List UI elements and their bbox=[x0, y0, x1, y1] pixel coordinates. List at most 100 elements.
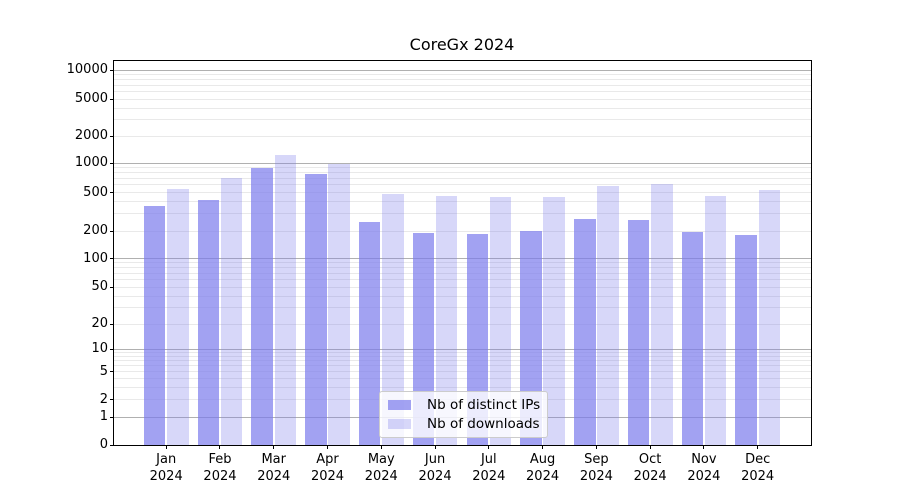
x-tick bbox=[380, 445, 382, 449]
gridline-minor bbox=[114, 177, 811, 179]
legend-item-distinct-ips: Nb of distinct IPs bbox=[388, 397, 541, 413]
y-tick-label-20: 20 bbox=[91, 316, 108, 331]
gridline-minor bbox=[114, 135, 811, 137]
gridline-minor bbox=[114, 172, 811, 174]
x-tick bbox=[434, 445, 436, 449]
gridline-minor bbox=[114, 230, 811, 232]
gridline-major bbox=[114, 348, 811, 350]
y-tick-label-5000: 5000 bbox=[74, 91, 108, 107]
gridline-minor bbox=[114, 84, 811, 86]
y-tick bbox=[110, 69, 114, 71]
x-tick-label-jan: Jan 2024 bbox=[149, 452, 183, 484]
legend-swatch-downloads-icon bbox=[388, 419, 411, 429]
gridline-minor bbox=[114, 371, 811, 372]
bar-nov-ips bbox=[681, 232, 704, 445]
bar-dec-downloads bbox=[758, 190, 781, 445]
x-tick bbox=[219, 445, 221, 449]
legend-label-distinct-ips: Nb of distinct IPs bbox=[427, 397, 541, 413]
y-tick-label-500: 500 bbox=[83, 184, 108, 200]
x-tick-label-sep: Sep 2024 bbox=[579, 452, 613, 484]
y-tick bbox=[110, 258, 114, 259]
x-tick bbox=[327, 445, 328, 449]
y-tick bbox=[110, 348, 114, 350]
bar-nov-downloads bbox=[704, 196, 727, 445]
x-tick-label-nov: Nov 2024 bbox=[687, 452, 721, 484]
y-tick-label-50: 50 bbox=[91, 279, 108, 294]
bar-jul-downloads bbox=[489, 197, 512, 445]
bar-mar-downloads bbox=[274, 155, 297, 445]
x-tick bbox=[757, 445, 759, 449]
y-tick bbox=[110, 162, 114, 164]
bar-feb-ips bbox=[197, 200, 220, 445]
axis-spine-bottom bbox=[113, 445, 812, 446]
axis-spine-top bbox=[113, 60, 812, 61]
gridline-minor bbox=[114, 167, 811, 169]
legend: Nb of distinct IPs Nb of downloads bbox=[379, 391, 548, 438]
gridline-minor bbox=[114, 386, 811, 388]
x-tick-label-jun: Jun 2024 bbox=[418, 452, 452, 484]
gridline-minor bbox=[114, 201, 811, 203]
x-tick bbox=[649, 445, 651, 449]
y-tick bbox=[110, 135, 114, 137]
gridline-minor bbox=[114, 107, 811, 109]
bar-may-downloads bbox=[382, 193, 404, 445]
gridline-minor bbox=[114, 360, 811, 362]
gridline-minor bbox=[114, 355, 811, 357]
x-tick bbox=[542, 445, 544, 449]
y-tick-label-100: 100 bbox=[83, 250, 108, 266]
gridline-minor bbox=[114, 213, 811, 215]
bar-dec-ips bbox=[735, 234, 757, 445]
x-tick-label-apr: Apr 2024 bbox=[310, 452, 345, 484]
x-tick-label-jul: Jul 2024 bbox=[472, 452, 506, 484]
x-tick bbox=[703, 445, 705, 449]
gridline-minor bbox=[114, 98, 811, 100]
y-tick bbox=[110, 399, 114, 400]
x-tick-label-dec: Dec 2024 bbox=[741, 452, 775, 484]
gridline-minor bbox=[114, 295, 811, 297]
x-tick bbox=[488, 445, 490, 449]
gridline-minor bbox=[114, 119, 811, 121]
y-tick-label-1: 1 bbox=[99, 409, 108, 424]
gridline-minor bbox=[114, 286, 811, 288]
y-tick bbox=[110, 286, 114, 288]
gridline-minor bbox=[114, 73, 811, 75]
gridline-major bbox=[114, 69, 811, 71]
bar-jun-downloads bbox=[435, 195, 458, 445]
axis-spine-right bbox=[811, 60, 812, 446]
gridline-minor bbox=[114, 365, 811, 367]
y-tick-label-200: 200 bbox=[83, 223, 108, 238]
bar-feb-downloads bbox=[220, 178, 243, 445]
x-tick bbox=[273, 445, 275, 449]
bar-aug-downloads bbox=[543, 197, 565, 445]
x-tick-label-feb: Feb 2024 bbox=[203, 452, 237, 484]
gridline-minor bbox=[114, 78, 811, 80]
gridline-minor bbox=[114, 91, 811, 93]
gridline-minor bbox=[114, 184, 811, 186]
bar-oct-downloads bbox=[651, 184, 673, 445]
y-tick-label-1000: 1000 bbox=[74, 155, 108, 171]
gridline-major bbox=[114, 258, 811, 259]
y-tick bbox=[110, 98, 114, 100]
legend-label-downloads: Nb of downloads bbox=[427, 416, 540, 432]
x-tick-label-mar: Mar 2024 bbox=[257, 452, 291, 484]
axis-spine-left bbox=[113, 60, 114, 446]
gridline-minor bbox=[114, 279, 811, 280]
y-tick bbox=[110, 444, 114, 446]
bar-oct-ips bbox=[627, 220, 650, 445]
y-tick bbox=[110, 323, 114, 325]
y-tick bbox=[110, 416, 114, 418]
y-tick bbox=[110, 192, 114, 193]
gridline-minor bbox=[114, 377, 811, 379]
gridline-major bbox=[114, 162, 811, 164]
bar-mar-ips bbox=[251, 168, 273, 445]
gridline-minor bbox=[114, 307, 811, 309]
bar-apr-ips bbox=[305, 174, 327, 445]
x-tick-label-aug: Aug 2024 bbox=[526, 452, 560, 484]
x-tick-label-may: May 2024 bbox=[364, 452, 398, 484]
bar-jan-downloads bbox=[167, 189, 189, 445]
legend-item-downloads: Nb of downloads bbox=[388, 416, 540, 432]
y-tick-label-2000: 2000 bbox=[74, 128, 108, 143]
gridline-minor bbox=[114, 262, 811, 264]
y-tick-label-5: 5 bbox=[99, 363, 108, 379]
